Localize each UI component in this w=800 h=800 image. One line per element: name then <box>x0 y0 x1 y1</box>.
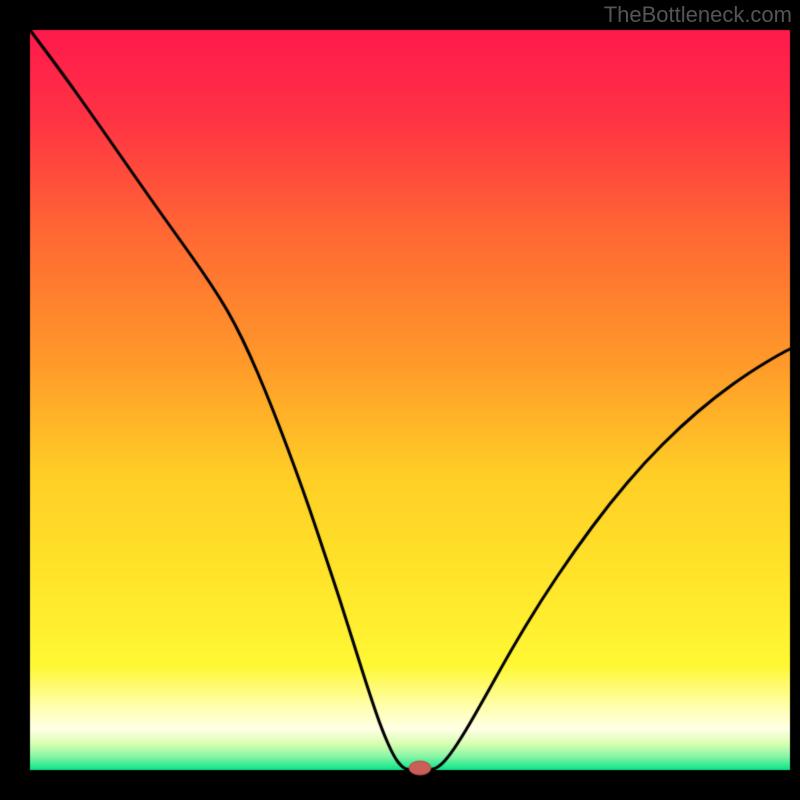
chart-canvas <box>0 0 800 800</box>
watermark-text: TheBottleneck.com <box>604 2 792 28</box>
